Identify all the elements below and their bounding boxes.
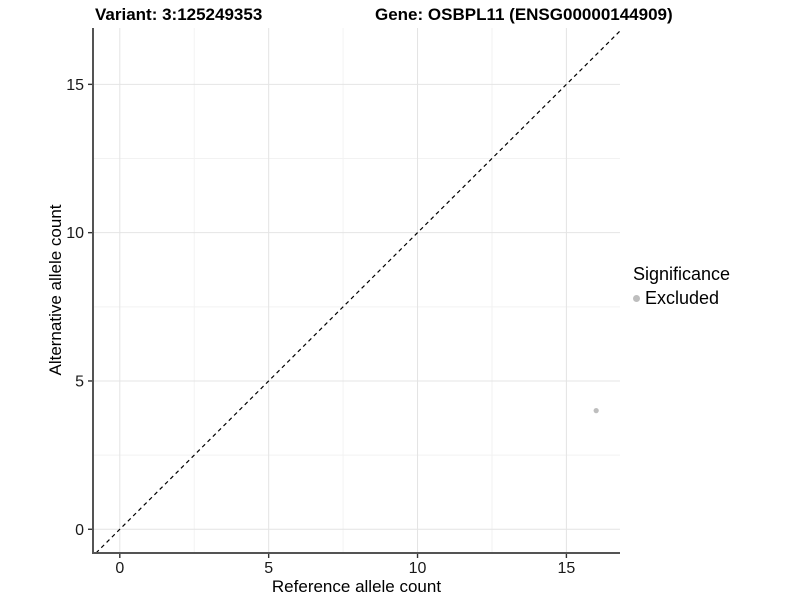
- x-tick-label: 10: [409, 560, 427, 577]
- data-point-excluded: [593, 408, 599, 414]
- y-tick-label: 10: [66, 225, 84, 242]
- legend: Significance Excluded: [633, 264, 730, 309]
- x-tick-label: 15: [558, 560, 576, 577]
- legend-title: Significance: [633, 264, 731, 284]
- identity-line: [95, 30, 621, 554]
- y-tick-label: 0: [75, 522, 84, 539]
- legend-item-excluded: Excluded: [633, 288, 730, 309]
- x-axis-label: Reference allele count: [271, 577, 442, 596]
- gene-title: Gene: OSBPL11 (ENSG00000144909): [375, 5, 673, 24]
- y-tick-label: 5: [75, 373, 84, 390]
- y-tick-label: 15: [66, 77, 84, 94]
- variant-title: Variant: 3:125249353: [95, 5, 263, 24]
- y-axis-label: Alternative allele count: [46, 204, 65, 376]
- excluded-point-icon: [633, 295, 640, 302]
- x-tick-label: 5: [264, 560, 273, 577]
- legend-item-label: Excluded: [645, 288, 720, 308]
- x-tick-label: 0: [115, 560, 124, 577]
